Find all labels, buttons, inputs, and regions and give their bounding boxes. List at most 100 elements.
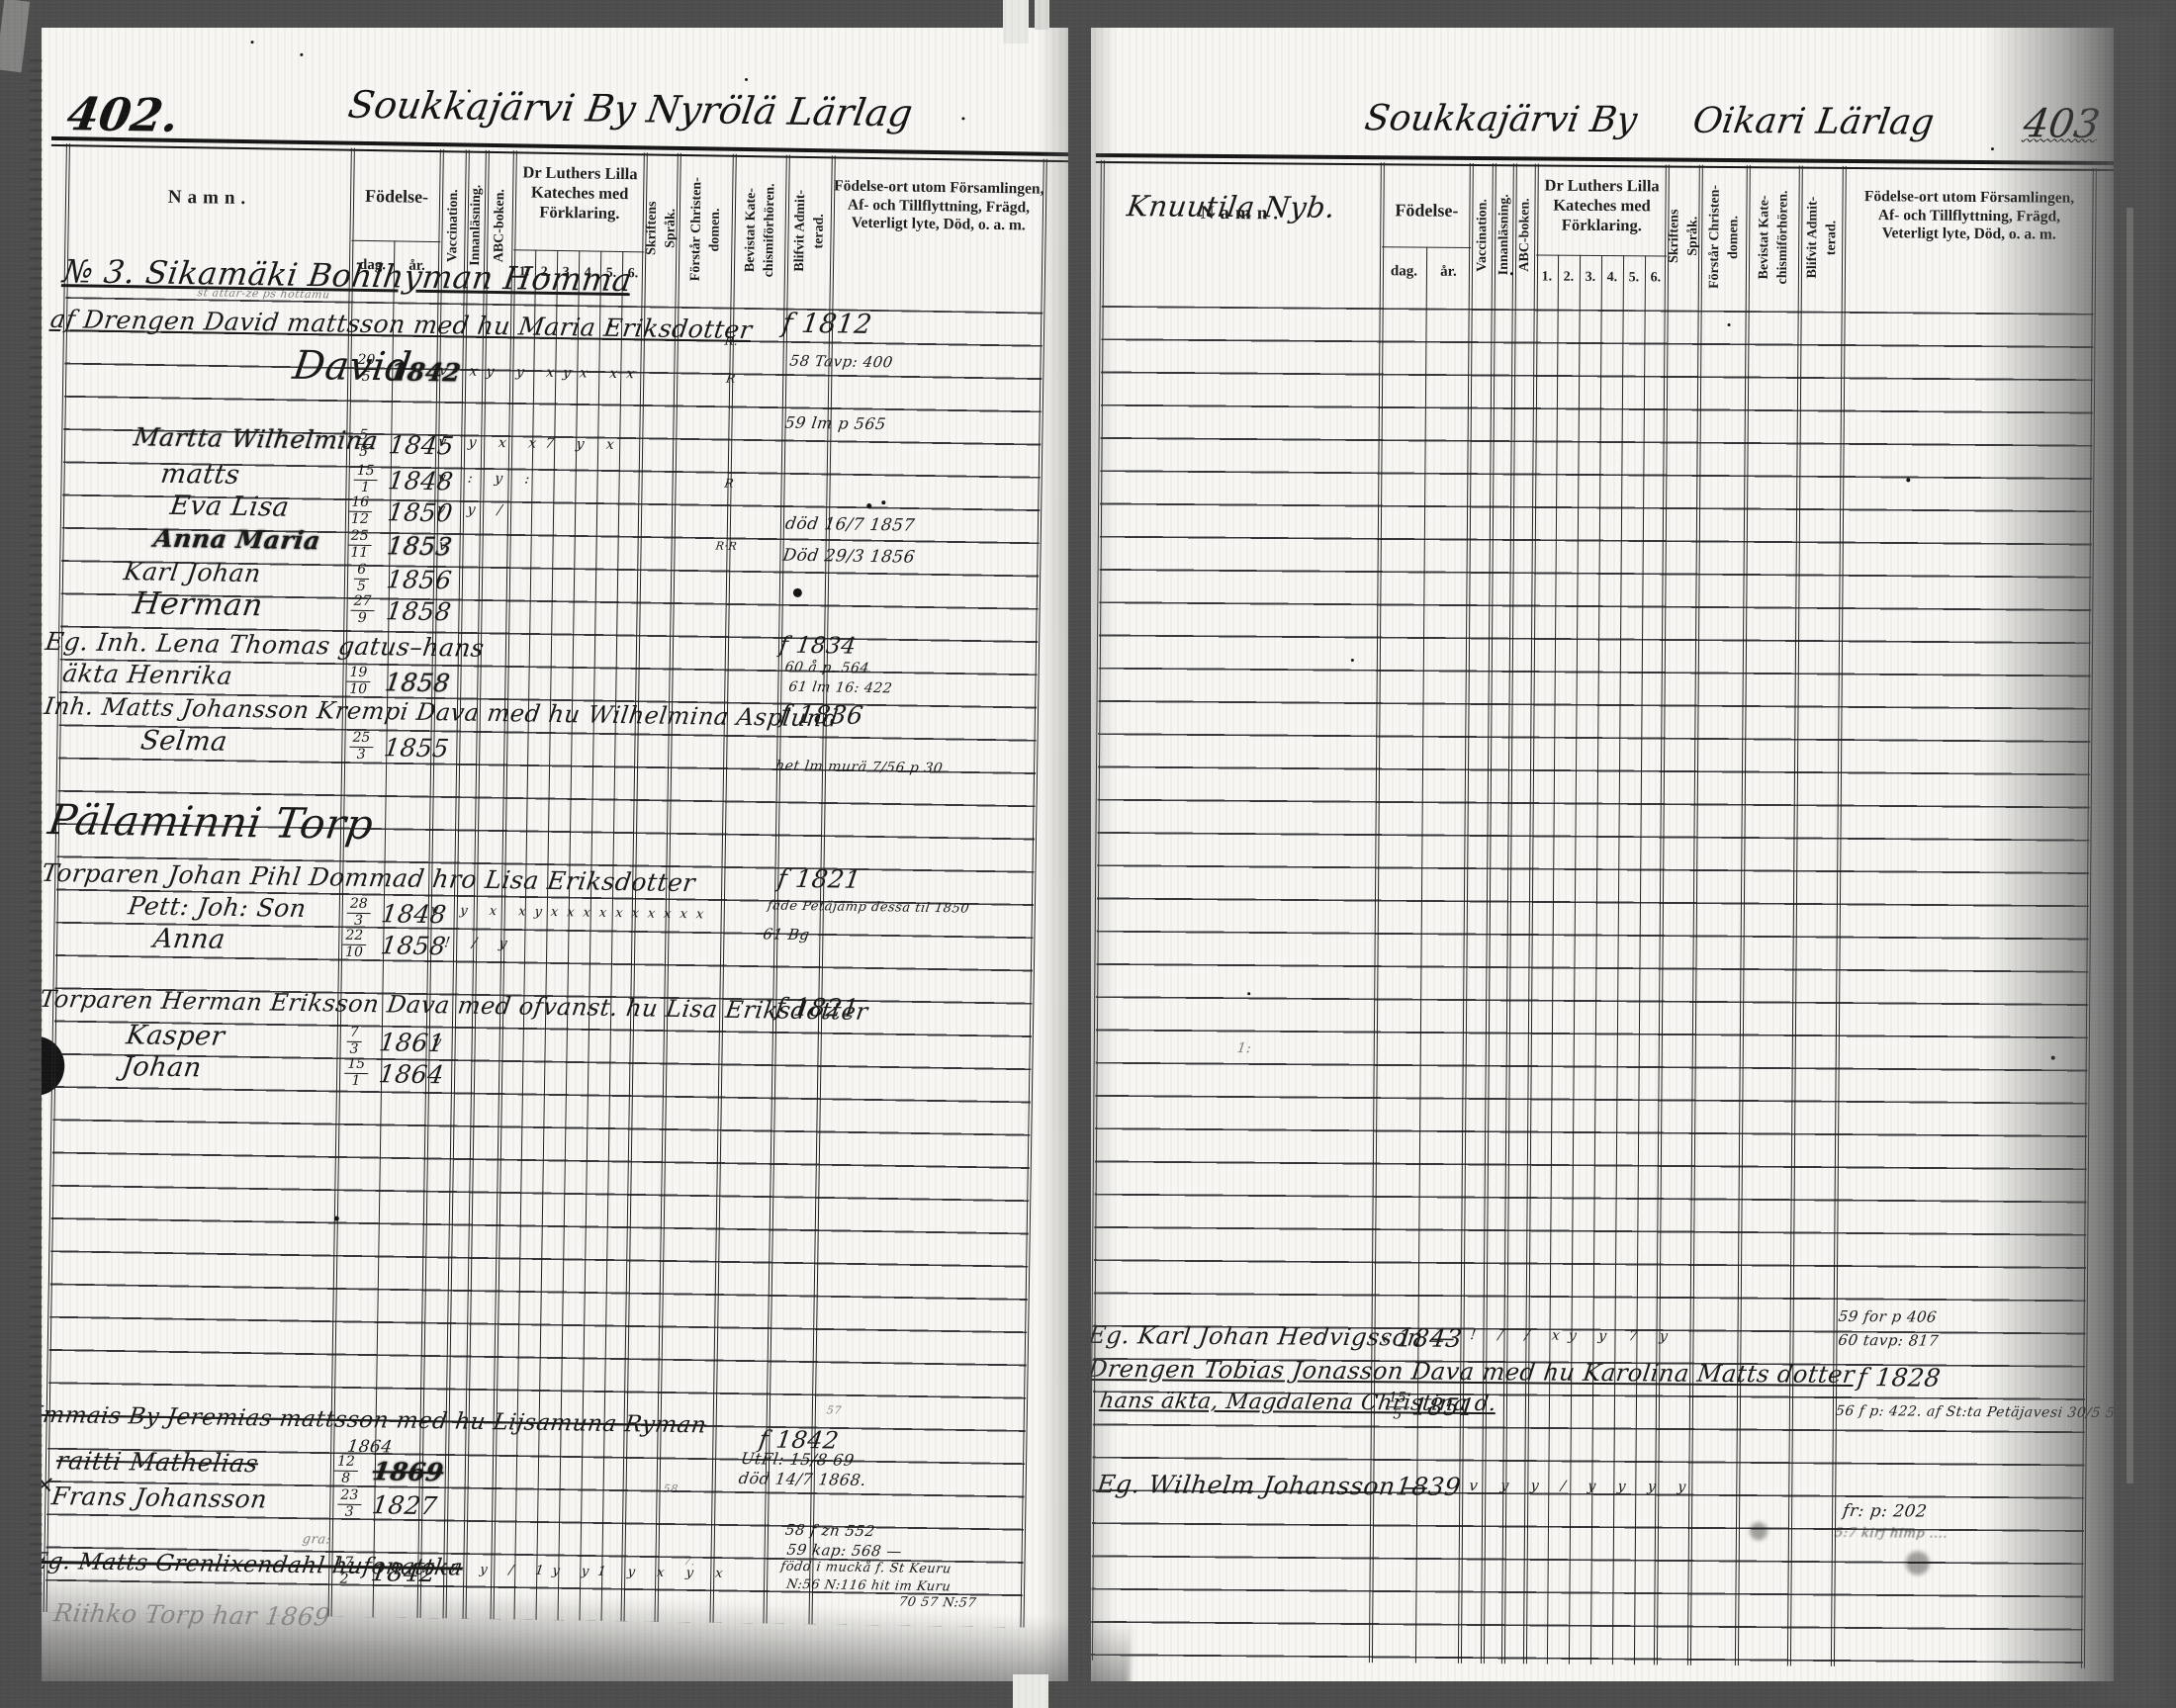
- column-header-fodelse: Födelse-: [1395, 200, 1459, 221]
- handwritten-entry: 5:7 kirj himp ....: [1833, 1525, 1949, 1542]
- left-page-sheet: 402. Soukkajärvi By Nyrölä Lärlag Namn. F…: [42, 28, 1068, 1681]
- handwritten-entry: Pett: Joh: Son: [126, 891, 309, 924]
- column-header-vaccination-line: Vaccination.: [445, 188, 462, 262]
- handwritten-entry: 57: [825, 1403, 843, 1417]
- right-page-sheet: Soukkajärvi By Oikari Lärlag 403 Namn.Fö…: [1091, 28, 2114, 1681]
- birth-date-fraction: 20 5: [354, 352, 379, 386]
- column-header-abc-boken-line: ABC-boken.: [1516, 198, 1533, 273]
- handwritten-entry: f 1821: [775, 863, 863, 894]
- ink-speck: [961, 117, 965, 121]
- handwritten-entry: 1843: [1395, 1323, 1465, 1353]
- handwritten-entry: 1858: [384, 596, 454, 627]
- handwritten-entry: 7.: [682, 1555, 696, 1569]
- handwritten-entry: R: [723, 476, 736, 491]
- column-header-ar: år.: [1440, 263, 1457, 280]
- table-top-rule: [1095, 152, 2114, 172]
- column-header-remarks: Födelse-ort utom Församlingen, Af- och Ti…: [834, 177, 1044, 234]
- column-header-skriftens-sprak-line: Skriftens: [1666, 209, 1681, 264]
- grid-line: [351, 239, 441, 243]
- gutter-shadow-right: [1091, 28, 1117, 1681]
- column-header-innanlasning-line: Innanläsning.: [468, 185, 485, 267]
- column-header-blifvit-admitterad: Blifvit Admit-terad.: [786, 163, 834, 300]
- handwritten-entry: v : y :: [436, 470, 540, 488]
- handwritten-entry: äkta Henrika: [60, 659, 235, 690]
- column-header-forstar-christendomen-line: domen.: [1725, 215, 1741, 259]
- ink-speck: [250, 41, 254, 45]
- column-header-bevistat-katechismforhoren: Bevistat Kate-chismiförhören.: [1748, 173, 1801, 301]
- handwritten-entry: död 16/7 1857: [783, 513, 917, 536]
- handwritten-entry: ! / y: [443, 935, 517, 952]
- table-top-rule: [50, 135, 1068, 163]
- handwritten-entry: f 1828: [1856, 1363, 1943, 1393]
- ink-speck: [608, 322, 613, 327]
- ink-speck: [1350, 659, 1354, 663]
- handwritten-entry: Kasper: [124, 1020, 227, 1052]
- handwritten-entry: v y /: [436, 501, 512, 519]
- column-header-bevistat-katechismforhoren-line: chismiförhören.: [761, 183, 777, 278]
- column-header-kateches-6: 6.: [1650, 270, 1662, 286]
- column-header-bevistat-katechismforhoren-line: Bevistat Kate-: [742, 187, 759, 273]
- handwritten-entry: 58 f zn 552: [783, 1520, 876, 1541]
- right-scan-shadow: [1983, 18, 2161, 1704]
- column-header-innanlasning: Innanläsning.: [1494, 171, 1515, 299]
- handwritten-entry: Anna: [151, 923, 227, 955]
- handwritten-entry: Karl Johan: [122, 557, 263, 588]
- handwritten-entry: 59 for p 406: [1837, 1306, 1939, 1326]
- handwritten-entry: UtFl: 15/8 69: [739, 1449, 856, 1470]
- page-edge-sliver: [2127, 208, 2133, 1483]
- handwritten-entry: v xy y xyx xx: [438, 363, 645, 383]
- handwritten-entry: död 14/7 1868.: [737, 1469, 868, 1490]
- ruled-lines: [1091, 306, 2094, 1668]
- handwritten-entry: y y / y y y y: [1499, 1478, 1696, 1495]
- ink-speck: [1749, 1522, 1768, 1541]
- right-page: Soukkajärvi By Oikari Lärlag 403 Namn.Fö…: [1091, 28, 2114, 1681]
- handwritten-entry: gra:: [301, 1532, 332, 1548]
- handwritten-entry: f 1834: [777, 632, 859, 660]
- handwritten-entry: R·R: [714, 539, 739, 553]
- column-header-blifvit-admitterad-line: Blifvit Admit-: [1804, 196, 1821, 279]
- column-header-fodelse: Födelse-: [364, 185, 429, 207]
- column-header-forstar-christendomen: Förstår Christen-domen.: [678, 161, 735, 298]
- handwritten-entry: № 3. Sikamäki Bohlhyman Homma: [60, 252, 635, 300]
- handwritten-entry: född i muckå f. St Keuru: [779, 1559, 952, 1577]
- handwritten-entry: N:56 N:116 hit im Kuru: [785, 1576, 952, 1595]
- handwritten-entry: 61 lm 16: 422: [787, 678, 894, 697]
- column-header-kateches-1: 1.: [1541, 269, 1553, 285]
- handwritten-entry: fäde Petäjämp dessa til 1850: [766, 898, 971, 917]
- handwritten-entry: raitti Mathelias: [53, 1446, 261, 1479]
- column-header-skriftens-sprak: Skriftens Språk.: [1667, 172, 1701, 300]
- left-page: 402. Soukkajärvi By Nyrölä Lärlag Namn. F…: [42, 28, 1068, 1681]
- handwritten-entry: 1851: [1410, 1393, 1477, 1421]
- handwritten-entry: 1855: [382, 733, 451, 764]
- column-header-kateches-5: 5.: [1628, 270, 1640, 286]
- birth-date-fraction: 15 5: [1385, 1390, 1409, 1423]
- handwritten-entry: Herman: [131, 585, 266, 624]
- handwritten-entry: Drengen Tobias Jonasson Dava med hu Karo…: [1091, 1354, 1857, 1390]
- column-header-kateches: Dr Luthers Lilla Kateches med Förklaring.: [522, 162, 638, 223]
- handwritten-entry: 1869: [370, 1457, 446, 1487]
- column-header-kateches: Dr Luthers Lilla Kateches med Förklaring.: [1544, 175, 1660, 234]
- handwritten-entry: Pälaminni Torp: [45, 795, 377, 850]
- handwritten-entry: Knuutila Nyb.: [1125, 189, 1338, 225]
- column-header-kateches-3: 3.: [1585, 269, 1596, 285]
- column-header-blifvit-admitterad: Blifvit Admit-terad.: [1800, 174, 1845, 302]
- column-header-innanlasning-line: Innanläsning.: [1496, 194, 1512, 276]
- birth-date-fraction: 22 10: [342, 928, 367, 961]
- birth-date-fraction: 27 9: [350, 593, 375, 627]
- birth-date-fraction: 12 8: [333, 1454, 358, 1487]
- handwritten-entry: Johan: [120, 1051, 204, 1084]
- column-header-vaccination: Vaccination.: [1471, 171, 1495, 299]
- column-header-blifvit-admitterad-line: terad.: [1823, 220, 1839, 256]
- column-header-skriftens-sprak: Skriftens Språk.: [644, 160, 680, 297]
- column-header-vaccination-line: Vaccination.: [1474, 198, 1491, 272]
- left-edge-specks: [30, 59, 43, 1602]
- ink-speck: [1727, 322, 1731, 327]
- birth-date-fraction: 19 10: [346, 665, 371, 698]
- ink-speck: [300, 52, 304, 56]
- handwritten-entry: Eg. Wilhelm Johansson —: [1095, 1470, 1431, 1501]
- handwritten-entry: 1827: [370, 1490, 439, 1521]
- handwritten-entry: 1858: [383, 668, 453, 698]
- column-header-skriftens-sprak-line: Skriftens: [643, 201, 660, 256]
